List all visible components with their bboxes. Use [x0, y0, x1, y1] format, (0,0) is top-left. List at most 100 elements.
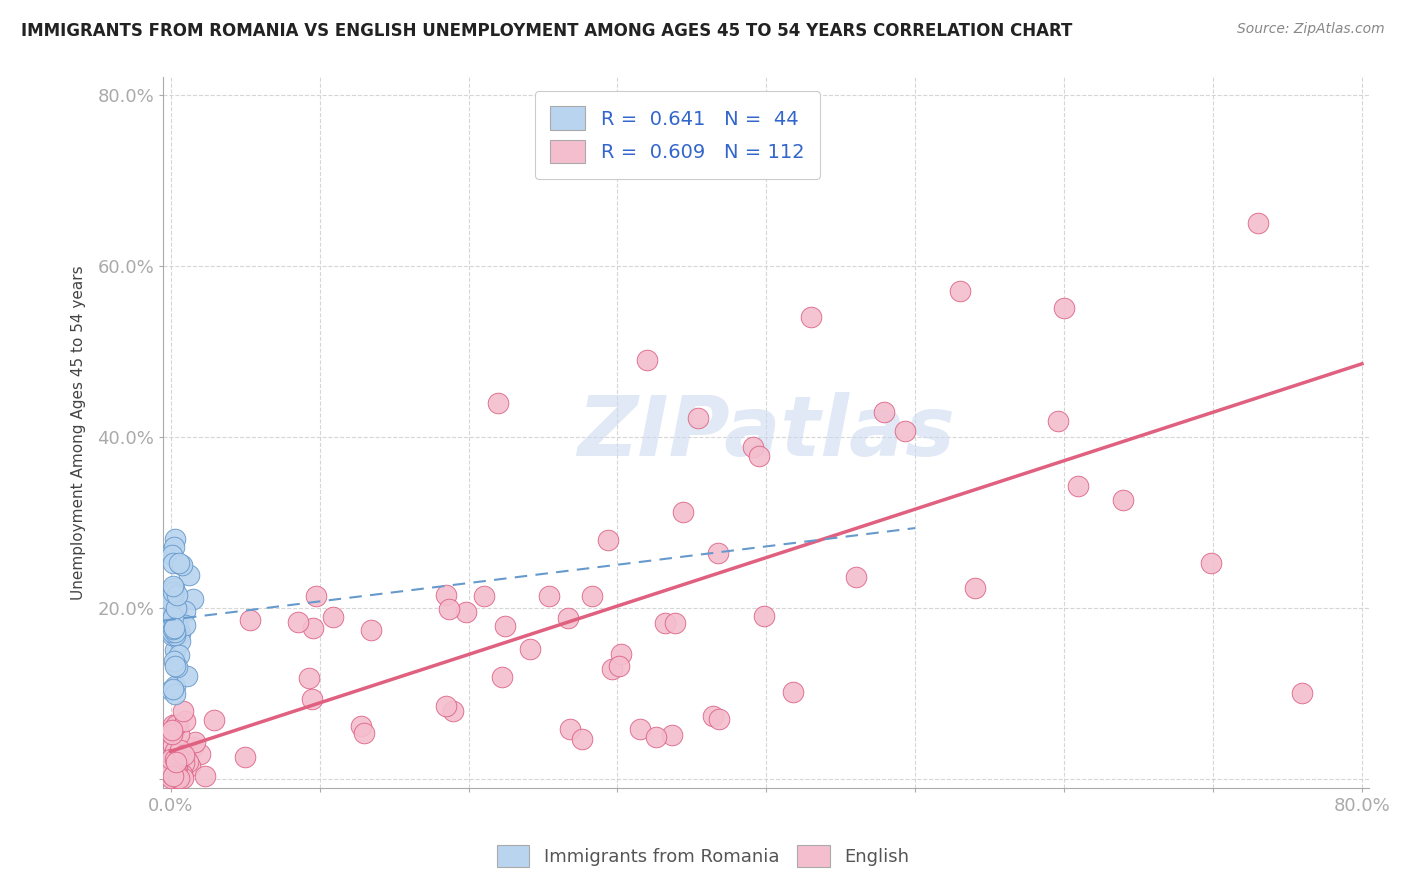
Point [1199, 556, 1222, 570]
Point [174, 617, 197, 632]
Point [1046, 414, 1069, 428]
Point [165, 617, 187, 632]
Point [172, 771, 194, 785]
Point [571, 732, 593, 747]
Point [486, 395, 509, 409]
Point [174, 752, 197, 766]
Point [160, 770, 183, 784]
Text: ZIPatlas: ZIPatlas [578, 392, 955, 473]
Point [162, 739, 184, 753]
Point [163, 756, 186, 771]
Point [166, 603, 188, 617]
Point [1112, 493, 1135, 508]
Point [166, 754, 188, 768]
Point [636, 352, 658, 367]
Point [949, 285, 972, 299]
Point [162, 725, 184, 739]
Point [169, 743, 191, 757]
Point [163, 625, 186, 640]
Point [166, 771, 188, 785]
Y-axis label: Unemployment Among Ages 45 to 54 years: Unemployment Among Ages 45 to 54 years [72, 265, 86, 599]
Point [160, 751, 183, 765]
Point [176, 669, 198, 683]
Point [456, 605, 478, 619]
Point [239, 613, 262, 627]
Point [441, 704, 464, 718]
Point [491, 670, 513, 684]
Point [169, 633, 191, 648]
Point [437, 601, 460, 615]
Legend: R =  0.641   N =  44, R =  0.609   N = 112: R = 0.641 N = 44, R = 0.609 N = 112 [534, 91, 820, 179]
Point [654, 616, 676, 631]
Point [162, 599, 184, 613]
Point [162, 556, 184, 570]
Point [160, 759, 183, 773]
Point [181, 740, 204, 755]
Point [173, 714, 195, 729]
Point [350, 719, 373, 733]
Point [172, 704, 194, 718]
Point [160, 760, 183, 774]
Point [167, 648, 190, 662]
Point [163, 654, 186, 668]
Point [233, 750, 256, 764]
Point [165, 628, 187, 642]
Point [162, 609, 184, 624]
Point [557, 611, 579, 625]
Point [686, 411, 709, 425]
Point [472, 589, 495, 603]
Point [165, 718, 187, 732]
Point [177, 567, 200, 582]
Point [166, 751, 188, 765]
Point [174, 604, 197, 618]
Point [162, 718, 184, 732]
Text: IMMIGRANTS FROM ROMANIA VS ENGLISH UNEMPLOYMENT AMONG AGES 45 TO 54 YEARS CORREL: IMMIGRANTS FROM ROMANIA VS ENGLISH UNEMP… [21, 22, 1073, 40]
Point [353, 725, 375, 739]
Legend: Immigrants from Romania, English: Immigrants from Romania, English [489, 838, 917, 874]
Point [628, 722, 651, 736]
Point [162, 585, 184, 599]
Point [160, 546, 183, 560]
Point [167, 771, 190, 785]
Point [963, 582, 986, 596]
Point [163, 744, 186, 758]
Point [1067, 478, 1090, 492]
Point [894, 424, 917, 438]
Point [167, 764, 190, 779]
Point [165, 642, 187, 657]
Point [173, 756, 195, 771]
Point [163, 771, 186, 785]
Point [742, 440, 765, 454]
Point [162, 682, 184, 697]
Point [163, 764, 186, 778]
Point [204, 713, 226, 727]
Point [169, 762, 191, 776]
Point [519, 641, 541, 656]
Point [163, 659, 186, 673]
Point [322, 610, 344, 624]
Point [305, 589, 328, 603]
Point [179, 759, 201, 773]
Point [162, 723, 184, 737]
Point [165, 766, 187, 780]
Point [160, 549, 183, 563]
Point [160, 619, 183, 633]
Point [672, 505, 695, 519]
Point [537, 589, 560, 603]
Point [607, 658, 630, 673]
Point [600, 662, 623, 676]
Point [610, 648, 633, 662]
Point [163, 680, 186, 694]
Point [160, 767, 183, 781]
Point [160, 594, 183, 608]
Point [165, 770, 187, 784]
Point [1291, 686, 1313, 700]
Point [664, 616, 686, 631]
Point [163, 760, 186, 774]
Point [436, 589, 458, 603]
Point [748, 449, 770, 463]
Point [166, 757, 188, 772]
Point [160, 605, 183, 619]
Point [160, 726, 183, 740]
Point [160, 762, 183, 776]
